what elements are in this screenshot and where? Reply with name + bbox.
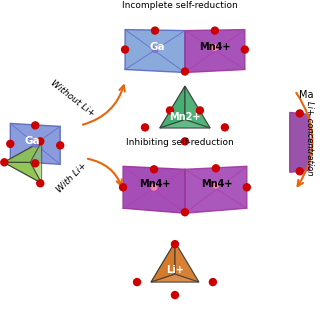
Polygon shape bbox=[4, 141, 42, 183]
Circle shape bbox=[120, 184, 127, 191]
Circle shape bbox=[151, 184, 157, 190]
Text: Mn4+: Mn4+ bbox=[139, 179, 171, 189]
Circle shape bbox=[133, 279, 140, 285]
Text: Inhibiting self-reduction: Inhibiting self-reduction bbox=[126, 138, 234, 147]
Text: Without Li+: Without Li+ bbox=[48, 78, 96, 118]
Circle shape bbox=[209, 279, 216, 285]
Polygon shape bbox=[185, 86, 210, 128]
Polygon shape bbox=[160, 86, 210, 128]
Circle shape bbox=[241, 46, 248, 53]
Polygon shape bbox=[185, 29, 245, 73]
Circle shape bbox=[172, 292, 179, 299]
Polygon shape bbox=[125, 29, 185, 73]
Text: With Li+: With Li+ bbox=[55, 161, 89, 194]
Circle shape bbox=[32, 160, 39, 167]
Circle shape bbox=[181, 138, 188, 145]
Polygon shape bbox=[185, 166, 247, 213]
Circle shape bbox=[181, 68, 188, 75]
Circle shape bbox=[141, 124, 148, 131]
Circle shape bbox=[243, 184, 250, 191]
Circle shape bbox=[150, 166, 157, 173]
Polygon shape bbox=[290, 112, 310, 172]
Circle shape bbox=[32, 122, 39, 129]
Circle shape bbox=[296, 110, 303, 117]
Text: Mn4+: Mn4+ bbox=[201, 179, 233, 189]
Circle shape bbox=[1, 159, 8, 166]
Polygon shape bbox=[4, 141, 42, 162]
Circle shape bbox=[196, 107, 204, 114]
Circle shape bbox=[151, 27, 158, 34]
Text: Ma: Ma bbox=[300, 91, 314, 100]
Circle shape bbox=[181, 209, 188, 216]
Circle shape bbox=[212, 27, 218, 34]
Circle shape bbox=[57, 142, 64, 149]
Text: Li+ concentration: Li+ concentration bbox=[305, 101, 314, 176]
Text: Li+: Li+ bbox=[166, 265, 184, 275]
Text: Mn2+: Mn2+ bbox=[169, 112, 201, 123]
Text: Ga: Ga bbox=[24, 136, 40, 146]
Circle shape bbox=[37, 180, 44, 187]
Text: Mn4+: Mn4+ bbox=[199, 42, 231, 52]
Circle shape bbox=[296, 168, 303, 175]
Circle shape bbox=[32, 141, 38, 147]
Polygon shape bbox=[151, 242, 199, 282]
Circle shape bbox=[212, 165, 220, 172]
Circle shape bbox=[152, 47, 158, 52]
Circle shape bbox=[37, 138, 44, 145]
Text: Incomplete self-reduction: Incomplete self-reduction bbox=[122, 1, 238, 10]
Circle shape bbox=[213, 182, 219, 188]
Polygon shape bbox=[151, 242, 175, 282]
Circle shape bbox=[166, 107, 173, 114]
Polygon shape bbox=[160, 120, 210, 128]
Circle shape bbox=[212, 45, 218, 50]
Polygon shape bbox=[4, 162, 42, 183]
Polygon shape bbox=[10, 124, 60, 164]
Circle shape bbox=[122, 46, 129, 53]
Circle shape bbox=[7, 140, 14, 147]
Polygon shape bbox=[175, 242, 199, 282]
Polygon shape bbox=[160, 86, 185, 128]
Circle shape bbox=[221, 124, 228, 131]
Circle shape bbox=[172, 241, 179, 248]
Polygon shape bbox=[123, 166, 185, 213]
Text: Ga: Ga bbox=[149, 42, 165, 52]
Polygon shape bbox=[151, 274, 199, 282]
